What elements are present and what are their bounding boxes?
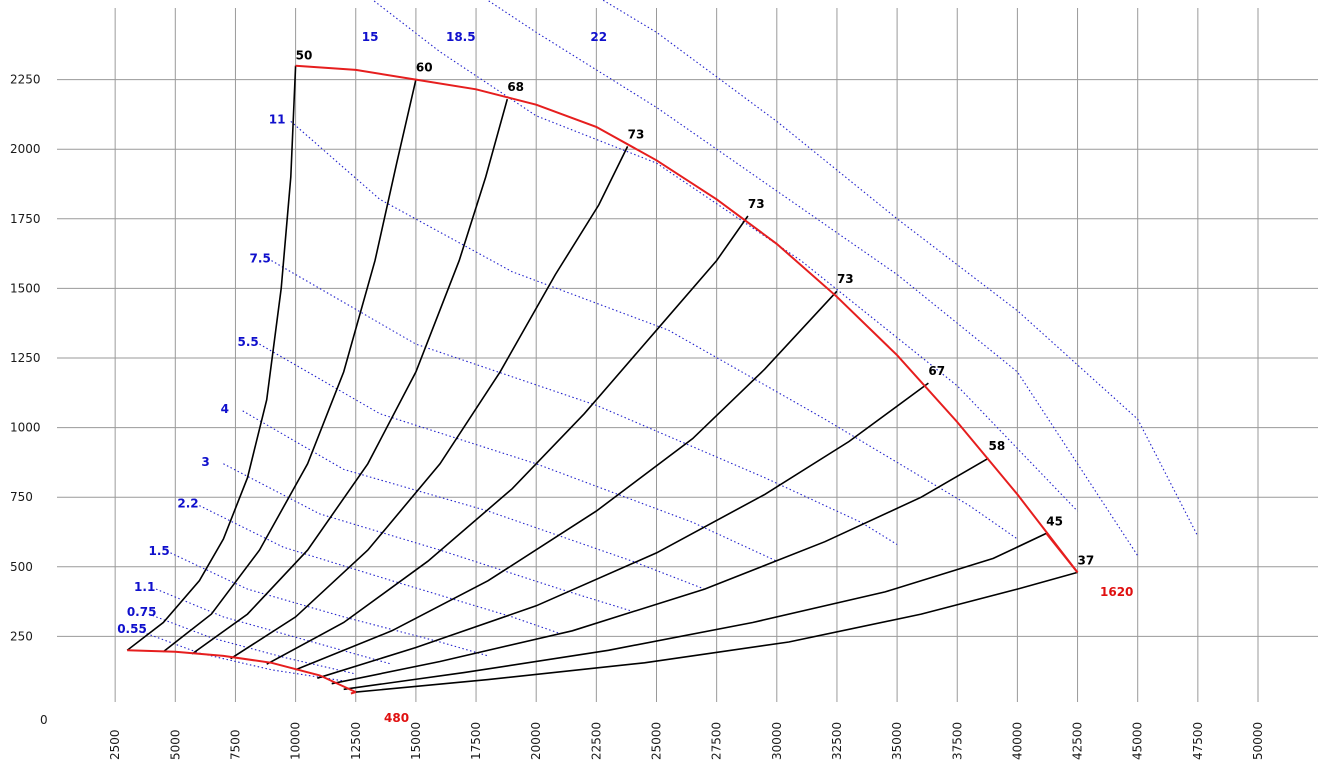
power-line-5.5 — [259, 343, 778, 562]
power-label: 15 — [362, 30, 379, 44]
x-tick-label: 37500 — [950, 722, 964, 760]
power-label: 3 — [201, 455, 209, 469]
envelope-lower-line — [127, 649, 357, 694]
x-tick-label: 15000 — [409, 722, 423, 760]
x-tick-label: 5000 — [168, 729, 182, 760]
efficiency-label: 58 — [989, 439, 1006, 453]
y-tick-label: 750 — [10, 490, 33, 504]
y-tick-label: 250 — [10, 629, 33, 643]
efficiency-line-4 — [266, 215, 749, 665]
efficiency-label: 60 — [416, 61, 433, 75]
x-tick-label: 40000 — [1010, 722, 1024, 760]
efficiency-line-2 — [191, 98, 509, 655]
power-line-1.1 — [155, 588, 392, 665]
x-tick-label: 27500 — [710, 722, 724, 760]
efficiency-line-8 — [343, 532, 1047, 691]
power-line-18.5 — [486, 0, 1139, 557]
efficiency-line-7 — [331, 457, 989, 685]
x-tick-label: 45000 — [1131, 722, 1145, 760]
efficiency-line-3 — [230, 146, 629, 660]
efficiency-line-5 — [295, 290, 838, 671]
power-label: 5.5 — [238, 335, 259, 349]
y-tick-label: 1250 — [10, 351, 41, 365]
x-tick-label: 30000 — [770, 722, 784, 760]
x-tick-label: 22500 — [589, 722, 603, 760]
envelope-right-line — [1045, 532, 1079, 574]
power-label: 1.1 — [134, 580, 155, 594]
x-tick-label: 10000 — [289, 722, 303, 760]
efficiency-label: 50 — [296, 49, 313, 63]
efficiency-line-0 — [126, 65, 297, 651]
envelope-bottom-label: 480 — [384, 711, 409, 725]
power-line-3 — [223, 463, 633, 612]
power-lines-layer — [139, 0, 1199, 682]
power-label: 0.55 — [117, 622, 147, 636]
efficiency-label: 37 — [1078, 553, 1095, 567]
power-label: 4 — [221, 402, 229, 416]
power-line-15 — [371, 0, 1078, 512]
power-line-7.5 — [271, 260, 898, 545]
x-tick-label: 7500 — [228, 729, 242, 760]
y-tick-label: 1500 — [10, 281, 41, 295]
x-tick-label: 35000 — [890, 722, 904, 760]
efficiency-label: 73 — [837, 272, 854, 286]
power-line-1.5 — [170, 552, 489, 657]
label-layer: 50 60 68 73 73 73 67 58 45 37 0.55 0.75 1.1 1.5 2.2 3 4 5… — [117, 30, 1133, 725]
power-label: 11 — [269, 112, 286, 126]
y-tick-label: 2000 — [10, 142, 41, 156]
efficiency-lines-layer — [126, 65, 1078, 693]
x-tick-label: 12500 — [349, 722, 363, 760]
envelope-bottom-segment — [350, 691, 357, 695]
efficiency-line-6 — [317, 382, 929, 679]
x-tick-label: 17500 — [469, 722, 483, 760]
envelope-right-label: 1620 — [1100, 585, 1133, 599]
x-tick-label: 50000 — [1251, 722, 1265, 760]
power-label: 1.5 — [148, 544, 169, 558]
power-label: 22 — [590, 30, 607, 44]
y-tick-label: 1750 — [10, 212, 41, 226]
y-tick-label: 2250 — [10, 73, 41, 87]
y-tick-label: 1000 — [10, 421, 41, 435]
x-tick-label: 42500 — [1071, 722, 1085, 760]
efficiency-label: 68 — [507, 80, 524, 94]
power-line-11 — [290, 120, 1018, 540]
x-tick-label: 47500 — [1191, 722, 1205, 760]
axis-layer: 2500 5000 7500 10000 12500 15000 17500 20000 225… — [10, 73, 1265, 760]
origin-label: 0 — [40, 713, 48, 727]
x-tick-label: 32500 — [830, 722, 844, 760]
power-label: 0.75 — [127, 605, 157, 619]
envelope-layer — [127, 64, 1079, 695]
efficiency-line-1 — [162, 79, 417, 653]
efficiency-label: 45 — [1046, 514, 1063, 528]
efficiency-label: 73 — [748, 197, 765, 211]
power-line-22 — [601, 0, 1199, 537]
power-label: 2.2 — [177, 497, 198, 511]
x-tick-label: 20000 — [529, 722, 543, 760]
efficiency-line-9 — [355, 571, 1078, 693]
power-label: 7.5 — [250, 252, 271, 266]
envelope-upper-line — [295, 64, 1079, 574]
power-label: 18.5 — [446, 30, 476, 44]
x-tick-label: 2500 — [108, 729, 122, 760]
y-tick-label: 500 — [10, 560, 33, 574]
power-line-0.55 — [139, 630, 344, 682]
efficiency-label: 67 — [928, 364, 945, 378]
efficiency-label: 73 — [628, 127, 645, 141]
x-tick-label: 25000 — [650, 722, 664, 760]
